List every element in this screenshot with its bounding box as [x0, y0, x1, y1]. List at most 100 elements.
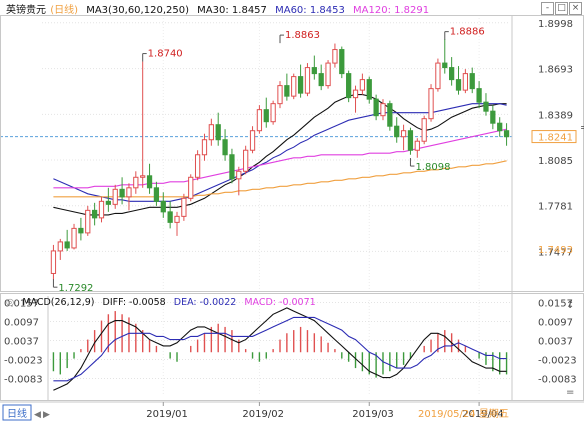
- candle-body: [408, 131, 412, 151]
- level-label: 1.7493: [538, 245, 573, 256]
- price-panel-frame: [1, 16, 584, 292]
- candle-body: [175, 216, 179, 222]
- date-tick-label: 2019/03: [352, 409, 394, 420]
- date-tick-label: 2019/02: [242, 409, 284, 420]
- candle-body: [99, 201, 103, 218]
- candle-body: [388, 104, 392, 127]
- candle-body: [422, 119, 426, 142]
- high-annotation: 1.8863: [285, 30, 320, 41]
- macd-scale-icon: =: [566, 387, 574, 398]
- candle-body: [264, 110, 268, 122]
- candle-body: [347, 74, 351, 98]
- macd-settings-icon[interactable]: ◎: [6, 297, 14, 308]
- cursor-date-label: 2019/05/24 星期五: [418, 408, 509, 420]
- price-tick-label: 1.8389: [538, 110, 573, 121]
- candle-body: [216, 125, 220, 140]
- candle-body: [491, 111, 495, 123]
- candle-body: [51, 251, 55, 274]
- candle-body: [326, 63, 330, 86]
- high-annotation: 1.8740: [148, 49, 183, 60]
- low-annotation: 1.7292: [58, 283, 93, 294]
- candle-body: [292, 77, 296, 97]
- candle-body: [72, 228, 76, 248]
- candle-body: [182, 198, 186, 216]
- candle-body: [436, 63, 440, 89]
- candle-body: [374, 99, 378, 116]
- candle-body: [312, 68, 316, 74]
- candle-body: [257, 110, 261, 131]
- candle-body: [92, 210, 96, 218]
- minimize-icon: -: [546, 3, 549, 13]
- candle-body: [271, 104, 275, 122]
- candle-body: [237, 171, 241, 179]
- candle-body: [484, 102, 488, 111]
- ma60-value: MA60: 1.8453: [275, 5, 345, 16]
- candle-body: [223, 140, 227, 155]
- ma-line-ma120: [53, 129, 506, 188]
- macd-tick-label-right: -0.0083: [538, 375, 577, 386]
- macd-tick-label-right: 0.0037: [538, 337, 573, 348]
- candle-body: [147, 176, 151, 188]
- candle-body: [106, 201, 110, 204]
- macd-value: MACD: -0.0071: [244, 297, 315, 308]
- macd-tick-label-right: -0.0023: [538, 356, 577, 367]
- macd-tick-label-left: 0.0097: [4, 318, 39, 329]
- minimize-button[interactable]: -: [541, 2, 554, 15]
- candle-body: [401, 131, 405, 137]
- candle-body: [360, 80, 364, 91]
- candle-body: [285, 86, 289, 97]
- candle-body: [498, 123, 502, 131]
- candle-body: [209, 125, 213, 140]
- candle-body: [86, 210, 90, 233]
- candle-body: [463, 74, 467, 91]
- price-tick-label: 1.8693: [538, 65, 573, 76]
- period-button-label: 日线: [7, 407, 27, 420]
- price-tick-label: 1.8085: [538, 156, 573, 167]
- candle-body: [195, 155, 199, 178]
- macd-header: ◎ MACD(26,12,9) DIFF: -0.0058 DEA: -0.00…: [6, 296, 321, 310]
- candle-body: [305, 68, 309, 94]
- candle-body: [58, 242, 62, 251]
- macd-dea-value: DEA: -0.0022: [174, 297, 237, 308]
- candle-body: [65, 242, 69, 248]
- candle-body: [134, 177, 138, 188]
- date-tick-label: 2019/01: [146, 409, 188, 420]
- macd-tick-label-left: 0.0037: [4, 337, 39, 348]
- main-grid: [0, 18, 512, 290]
- scroll-right-icon: ▶: [43, 410, 50, 420]
- candle-body: [415, 141, 419, 150]
- candle-body: [244, 150, 248, 171]
- candle-body: [456, 80, 460, 91]
- candle-body: [298, 77, 302, 94]
- price-tick-label: 1.8998: [538, 19, 573, 30]
- period-tag[interactable]: (日线): [50, 5, 78, 16]
- macd-indicator-label[interactable]: MACD(26,12,9): [22, 297, 94, 308]
- current-price-label: 1.8241: [538, 133, 573, 144]
- candlestick-series: [51, 39, 508, 279]
- macd-tick-label-left: -0.0083: [4, 375, 43, 386]
- high-annotation: 1.8886: [450, 27, 485, 38]
- ma120-value: MA120: 1.8291: [353, 5, 429, 16]
- ma-indicator-label[interactable]: MA3(30,60,120,250): [86, 5, 189, 16]
- candle-body: [470, 74, 474, 89]
- candle-body: [189, 177, 193, 198]
- candle-body: [381, 104, 385, 116]
- candle-body: [79, 228, 83, 233]
- candle-body: [319, 74, 323, 86]
- candle-body: [443, 63, 447, 68]
- candle-body: [202, 140, 206, 155]
- candle-body: [127, 188, 131, 197]
- macd-tick-label-left: -0.0023: [4, 356, 43, 367]
- candle-body: [395, 126, 399, 137]
- maximize-button[interactable]: □: [555, 2, 568, 15]
- candle-body: [230, 155, 234, 179]
- candle-body: [154, 188, 158, 202]
- candle-body: [450, 68, 454, 80]
- low-annotation: 1.8098: [415, 162, 450, 173]
- ma30-value: MA30: 1.8457: [197, 5, 267, 16]
- candle-body: [278, 86, 282, 104]
- close-button[interactable]: ×: [569, 2, 582, 15]
- macd-tick-label-right: 0.0097: [538, 318, 573, 329]
